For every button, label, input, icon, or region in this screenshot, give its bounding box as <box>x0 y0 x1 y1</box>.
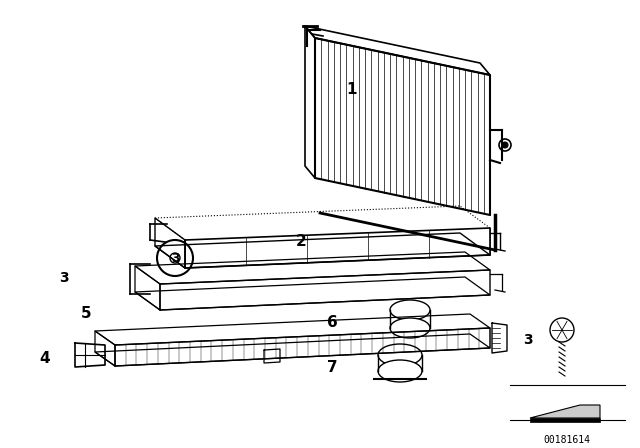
Text: 3: 3 <box>171 251 179 264</box>
Circle shape <box>550 318 574 342</box>
Text: 7: 7 <box>328 360 338 375</box>
Text: 4: 4 <box>40 351 50 366</box>
Text: 1: 1 <box>347 82 357 97</box>
Circle shape <box>502 142 508 148</box>
Circle shape <box>170 253 180 263</box>
Text: 3: 3 <box>523 333 533 347</box>
Ellipse shape <box>378 344 422 366</box>
Ellipse shape <box>390 300 430 320</box>
Ellipse shape <box>378 360 422 382</box>
Circle shape <box>157 240 193 276</box>
Polygon shape <box>530 405 600 418</box>
Text: 6: 6 <box>328 315 338 330</box>
Text: 5: 5 <box>81 306 92 321</box>
Circle shape <box>499 139 511 151</box>
Text: 2: 2 <box>296 234 306 250</box>
Text: 00181614: 00181614 <box>543 435 591 445</box>
Text: 3: 3 <box>59 271 69 285</box>
Ellipse shape <box>390 318 430 338</box>
Polygon shape <box>530 418 600 422</box>
